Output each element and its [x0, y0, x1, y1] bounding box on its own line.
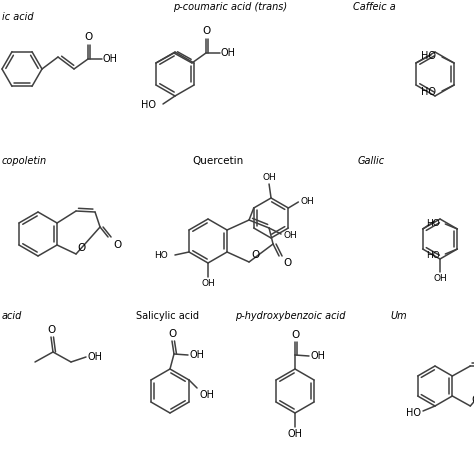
Text: OH: OH: [433, 274, 447, 283]
Text: OH: OH: [262, 173, 276, 182]
Text: OH: OH: [103, 54, 118, 64]
Text: O: O: [48, 325, 56, 335]
Text: HO: HO: [420, 51, 436, 61]
Text: Caffeic a: Caffeic a: [353, 2, 396, 12]
Text: p-coumaric acid (trans): p-coumaric acid (trans): [173, 2, 287, 12]
Text: O: O: [113, 240, 121, 250]
Text: HO: HO: [406, 408, 421, 418]
Text: OH: OH: [201, 279, 215, 288]
Text: OH: OH: [221, 48, 236, 58]
Text: O: O: [251, 250, 259, 260]
Text: HO: HO: [154, 252, 168, 261]
Text: HO: HO: [427, 219, 440, 228]
Text: OH: OH: [199, 390, 214, 400]
Text: O: O: [292, 330, 300, 340]
Text: Um: Um: [390, 311, 407, 321]
Text: acid: acid: [2, 311, 22, 321]
Text: OH: OH: [301, 197, 314, 206]
Text: OH: OH: [288, 429, 302, 439]
Text: HO: HO: [427, 250, 440, 259]
Text: Salicylic acid: Salicylic acid: [137, 311, 200, 321]
Text: O: O: [471, 395, 474, 405]
Text: OH: OH: [88, 352, 103, 362]
Text: Quercetin: Quercetin: [192, 156, 243, 166]
Text: Gallic: Gallic: [358, 156, 385, 166]
Text: HO: HO: [142, 100, 156, 110]
Text: O: O: [169, 329, 177, 339]
Text: OH: OH: [283, 230, 297, 239]
Text: O: O: [77, 243, 85, 253]
Text: HO: HO: [420, 87, 436, 97]
Text: OH: OH: [190, 350, 205, 360]
Text: O: O: [203, 26, 211, 36]
Text: O: O: [283, 258, 292, 268]
Text: copoletin: copoletin: [2, 156, 47, 166]
Text: ic acid: ic acid: [2, 12, 34, 22]
Text: OH: OH: [311, 351, 326, 361]
Text: O: O: [85, 32, 93, 42]
Text: p-hydroxybenzoic acid: p-hydroxybenzoic acid: [235, 311, 345, 321]
